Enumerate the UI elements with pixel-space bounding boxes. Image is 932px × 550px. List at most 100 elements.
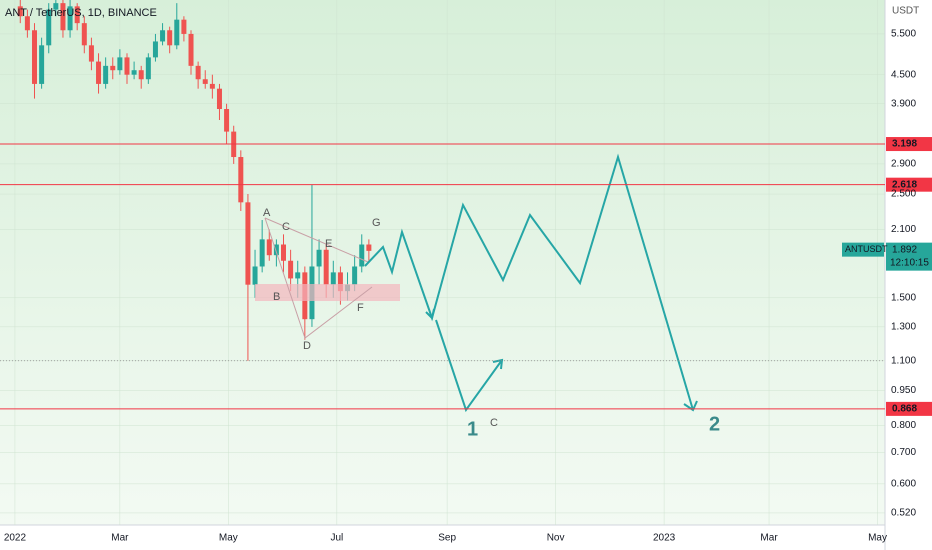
candle-body xyxy=(138,70,144,80)
level-label: 2.618 xyxy=(892,179,917,190)
y-tick-label: 2.900 xyxy=(891,159,916,170)
x-tick-label: 2023 xyxy=(653,533,676,544)
wave-label: 1 xyxy=(467,418,478,440)
x-tick-label: Jul xyxy=(330,533,343,544)
level-badge xyxy=(886,137,932,152)
candle-body xyxy=(96,61,102,84)
wave-label: A xyxy=(263,207,271,219)
x-tick-label: Sep xyxy=(438,533,456,544)
y-tick-label: 4.500 xyxy=(891,69,916,80)
triangle-line xyxy=(264,217,369,263)
candle-body xyxy=(366,244,372,251)
projection-path xyxy=(435,319,503,413)
candle-body xyxy=(67,6,73,31)
candle-body xyxy=(359,244,365,267)
level-badge xyxy=(886,401,932,416)
symbol-label: ANTUSDT xyxy=(845,244,888,254)
candle-body xyxy=(117,57,123,71)
y-tick-label: 2.500 xyxy=(891,189,916,200)
y-tick-label: 2.100 xyxy=(891,224,916,235)
candle-body xyxy=(131,70,137,75)
candle-body xyxy=(60,3,66,31)
candle-body xyxy=(238,157,244,203)
candle-body xyxy=(160,30,166,42)
candle-body xyxy=(145,57,151,80)
price-axis xyxy=(885,0,932,550)
level-label: 3.198 xyxy=(892,139,917,150)
x-tick-label: Mar xyxy=(760,533,778,544)
candle-body xyxy=(352,266,358,285)
last-price-label: 1.892 xyxy=(892,244,917,255)
wave-label: C xyxy=(490,417,498,429)
x-tick-label: Nov xyxy=(547,533,565,544)
y-tick-label: 0.800 xyxy=(891,420,916,431)
y-tick-label: 0.700 xyxy=(891,447,916,458)
candle-body xyxy=(245,202,251,285)
candle-body xyxy=(316,249,322,267)
x-tick-label: May xyxy=(868,533,887,544)
wave-label: B xyxy=(273,291,280,303)
candle-body xyxy=(216,88,222,110)
candle-body xyxy=(209,83,215,89)
arrow-head xyxy=(425,308,435,320)
symbol-badge xyxy=(842,242,884,257)
candle-body xyxy=(81,23,87,46)
candle-body xyxy=(152,41,158,58)
candle-body xyxy=(202,79,208,84)
candle-body xyxy=(103,65,109,84)
candle-body xyxy=(273,244,279,256)
candle-body xyxy=(224,109,230,132)
candle-body xyxy=(110,65,116,71)
candle-body xyxy=(330,272,336,285)
candle-body xyxy=(288,260,294,279)
wave-label: G xyxy=(372,217,381,229)
countdown-label: 12:10:15 xyxy=(890,257,929,268)
time-axis xyxy=(0,525,885,550)
wave-label: E xyxy=(325,238,332,250)
wave-label: F xyxy=(357,302,364,314)
y-tick-label: 5.500 xyxy=(891,29,916,40)
y-tick-label: 1.500 xyxy=(891,292,916,303)
candle-body xyxy=(24,16,30,31)
candle-body xyxy=(74,6,80,24)
projection-path xyxy=(364,153,694,411)
candle-body xyxy=(295,272,301,279)
y-tick-label: 1.100 xyxy=(891,355,916,366)
candle-body xyxy=(17,6,23,17)
candle-body xyxy=(195,65,201,80)
candle-body xyxy=(252,266,258,285)
candle-body xyxy=(337,272,343,292)
level-badge xyxy=(886,177,932,192)
candle-body xyxy=(266,239,272,256)
candle-body xyxy=(88,45,94,62)
candle-body xyxy=(53,3,59,10)
chart-title: ANT / TetherUS, 1D, BINANCE xyxy=(5,7,157,19)
y-tick-label: 1.300 xyxy=(891,321,916,332)
candle-body xyxy=(181,19,187,34)
arrow-head xyxy=(683,400,698,412)
x-tick-label: Mar xyxy=(111,533,129,544)
wave-label: 2 xyxy=(709,413,720,435)
candle-body xyxy=(188,33,194,66)
currency-label: USDT xyxy=(892,6,919,17)
candle-body xyxy=(167,30,173,46)
candle-body xyxy=(259,239,265,267)
wave-label: C xyxy=(282,221,290,233)
y-tick-label: 0.950 xyxy=(891,385,916,396)
last-price-badge xyxy=(886,242,932,271)
x-tick-label: May xyxy=(219,533,238,544)
candle-body xyxy=(32,30,38,84)
wave-label: D xyxy=(303,340,311,352)
x-tick-label: 2022 xyxy=(4,533,27,544)
triangle-line xyxy=(264,217,373,339)
candle-body xyxy=(46,9,52,46)
arrow-head xyxy=(492,358,504,370)
y-tick-label: 3.900 xyxy=(891,98,916,109)
plot-background xyxy=(0,0,885,525)
candle-body xyxy=(280,244,286,261)
candle-body xyxy=(124,57,130,75)
y-tick-label: 0.520 xyxy=(891,508,916,519)
candle-body xyxy=(174,19,180,46)
level-label: 0.868 xyxy=(892,404,917,415)
